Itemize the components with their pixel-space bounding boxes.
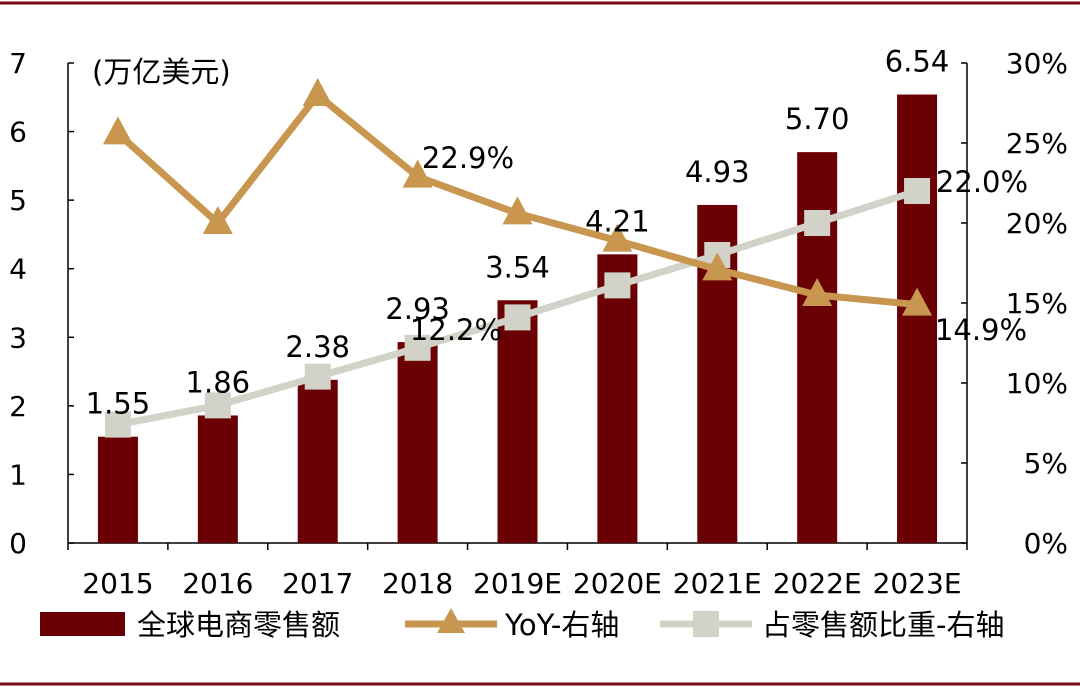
- labels: 1.55 1.86 2.38 2.93 3.54 4.21 4.93 5.70 6.54 22.9…: [86, 45, 1028, 421]
- share-value-label: 12.2%: [410, 313, 502, 347]
- unit-label: (万亿美元): [92, 55, 231, 89]
- x-tick-label: 2023E: [873, 567, 962, 600]
- left-tick-label: 6: [9, 116, 27, 149]
- left-tick-label: 2: [9, 390, 27, 423]
- share-marker: [204, 392, 231, 419]
- share-marker: [404, 334, 431, 361]
- x-tick-label: 2021E: [673, 567, 762, 600]
- yoy-value-label: 22.9%: [422, 141, 514, 175]
- share-marker: [804, 210, 831, 236]
- share-marker: [104, 411, 131, 438]
- right-tick-label: 25%: [1006, 127, 1068, 160]
- axes: 0 1 2 3 4 5 6 7 0% 5% 10% 15% 20% 25% 30% 2015 2016 2017 2…: [9, 47, 1068, 600]
- bar-value-label: 1.86: [186, 365, 251, 399]
- bar-value-label: 4.21: [585, 204, 650, 238]
- bar-value-label: 2.93: [385, 292, 450, 326]
- bar: [597, 254, 638, 544]
- x-tick-label: 2022E: [773, 567, 862, 600]
- x-tick-label: 2015: [82, 567, 153, 600]
- x-tick-label: 2017: [282, 567, 353, 600]
- bar-value-label: 2.38: [285, 330, 350, 364]
- bar-value-label: 1.55: [86, 387, 151, 421]
- bar: [97, 436, 138, 543]
- bar-value-label: 5.70: [785, 102, 850, 136]
- yoy-marker: [302, 78, 333, 106]
- left-tick-label: 0: [9, 527, 27, 560]
- left-tick-label: 7: [9, 47, 27, 80]
- bar: [297, 379, 338, 543]
- yoy-marker: [602, 223, 633, 252]
- right-tick-label: 30%: [1006, 47, 1068, 80]
- share-marker: [504, 304, 531, 331]
- legend-marker-yoy: [437, 608, 465, 633]
- right-tick-label: 15%: [1006, 287, 1068, 320]
- right-tick-label: 5%: [1024, 447, 1068, 480]
- bar: [197, 415, 238, 543]
- bar: [897, 94, 938, 544]
- share-value-label: 22.0%: [936, 165, 1028, 199]
- x-tick-label: 2020E: [573, 567, 662, 600]
- left-tick-label: 3: [9, 321, 27, 354]
- legend-label-yoy: YoY-右轴: [504, 608, 619, 642]
- x-tick-label: 2016: [182, 567, 253, 600]
- legend-swatch-bar: [40, 612, 125, 636]
- legend: 全球电商零售额 YoY-右轴 占零售额比重-右轴: [40, 608, 1004, 642]
- left-tick-label: 4: [9, 253, 27, 286]
- share-marker: [604, 272, 631, 299]
- yoy-marker: [502, 196, 533, 225]
- yoy-marker: [802, 278, 833, 306]
- x-tick-label: 2019E: [473, 567, 562, 600]
- legend-label-share: 占零售额比重-右轴: [762, 608, 1004, 642]
- yoy-marker: [202, 206, 233, 234]
- legend-label-bar: 全球电商零售额: [137, 608, 340, 642]
- share-marker: [304, 363, 331, 390]
- right-tick-label: 0%: [1024, 527, 1068, 560]
- lines: [102, 78, 933, 438]
- bar-value-label: 3.54: [485, 250, 550, 284]
- bar: [397, 342, 438, 543]
- right-tick-label: 20%: [1006, 207, 1068, 240]
- yoy-marker: [102, 116, 133, 145]
- yoy-marker: [702, 252, 733, 281]
- right-tick-label: 10%: [1006, 367, 1068, 400]
- x-tick-label: 2018: [382, 567, 453, 600]
- yoy-marker: [902, 287, 933, 316]
- yoy-value-label: 14.9%: [935, 313, 1027, 347]
- bar: [497, 300, 538, 543]
- bar-value-label: 4.93: [685, 155, 750, 189]
- bar-value-label: 6.54: [885, 45, 950, 79]
- left-tick-label: 1: [9, 458, 27, 491]
- yoy-marker: [402, 159, 433, 188]
- share-marker: [904, 178, 931, 204]
- left-tick-label: 5: [9, 184, 27, 217]
- legend-marker-share: [693, 611, 719, 637]
